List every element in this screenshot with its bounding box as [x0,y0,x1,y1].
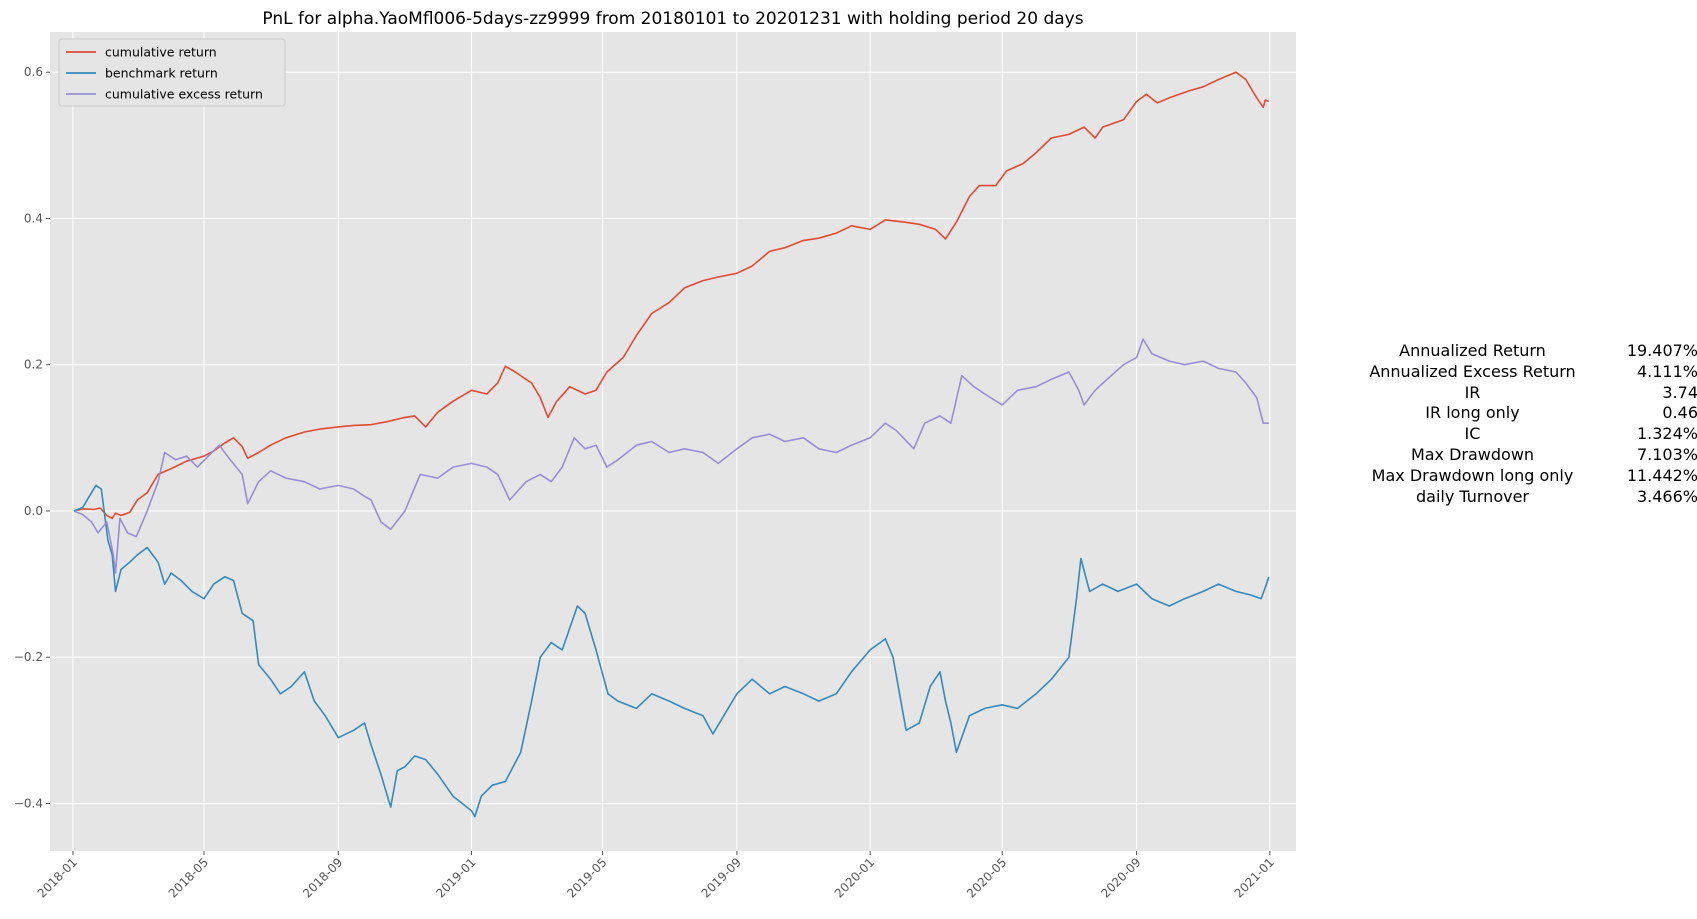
y-tick-label: 0.0 [24,504,43,518]
stats-row: Max Drawdown 7.103% [1360,445,1697,466]
x-tick-label: 2020-09 [1098,855,1143,900]
stats-row: Annualized Return 19.407% [1360,341,1697,362]
stats-row: daily Turnover 3.466% [1360,487,1697,508]
legend: cumulative return benchmark return cumulat… [58,38,286,107]
stat-label: Max Drawdown [1410,444,1535,464]
series-lines [73,71,1270,818]
stat-value: 1.324% [1636,424,1697,444]
stat-value: 4.111% [1636,361,1697,381]
stat-label: Annualized Excess Return [1369,361,1576,381]
x-tick-label: 2019-01 [433,855,478,900]
series-line-1 [73,71,1270,520]
stats-row: IR 3.74 [1360,383,1697,404]
x-tick-label: 2021-01 [1232,855,1277,900]
stats-table: Annualized Return 19.407% Annualized Exces… [1360,341,1697,507]
y-tick-label: 0.4 [24,211,43,225]
legend-label: benchmark return [105,66,218,81]
series-line-3 [73,338,1269,574]
x-tick-label: 2018-09 [300,855,345,900]
x-tick-label: 2019-09 [699,855,744,900]
x-tick-label: 2018-01 [35,855,80,900]
chart-title: PnL for alpha.YaoMfl006-5days-zz9999 fro… [262,9,1083,29]
legend-box [58,38,286,107]
x-tick-label: 2020-05 [964,855,1009,900]
stats-row: IR long only 0.46 [1360,403,1697,424]
stat-label: daily Turnover [1415,486,1529,506]
x-tick-label: 2020-01 [832,855,877,900]
stats-row: IC 1.324% [1360,424,1697,445]
stat-value: 19.407% [1626,341,1697,360]
stats-row: Annualized Excess Return 4.111% [1360,362,1697,383]
x-axis: 2018-01 2018-05 2018-09 2019-01 2019-05 2019-… [35,851,1277,901]
stat-label: IR long only [1425,403,1520,423]
stat-label: Max Drawdown long only [1371,465,1574,485]
y-axis: −0.4 −0.2 0.0 0.2 0.4 0.6 [14,65,50,810]
stat-label: IR [1464,382,1481,402]
series-line-2 [73,484,1270,818]
stat-label: Annualized Return [1399,341,1546,360]
y-tick-label: 0.2 [24,358,43,372]
y-tick-label: −0.4 [14,796,43,810]
legend-label: cumulative return [105,45,217,60]
stat-value: 0.46 [1662,403,1697,423]
stat-value: 11.442% [1626,465,1697,485]
x-tick-label: 2019-05 [564,855,609,900]
stat-label: IC [1464,424,1481,444]
stat-value: 7.103% [1636,444,1697,464]
legend-label: cumulative excess return [105,87,263,102]
y-tick-label: 0.6 [24,65,43,79]
plot-area [50,32,1296,851]
stat-value: 3.74 [1662,382,1697,402]
y-tick-label: −0.2 [14,650,43,664]
x-tick-label: 2018-05 [166,855,211,900]
stats-row: Max Drawdown long only 11.442% [1360,466,1697,487]
stat-value: 3.466% [1636,486,1697,506]
